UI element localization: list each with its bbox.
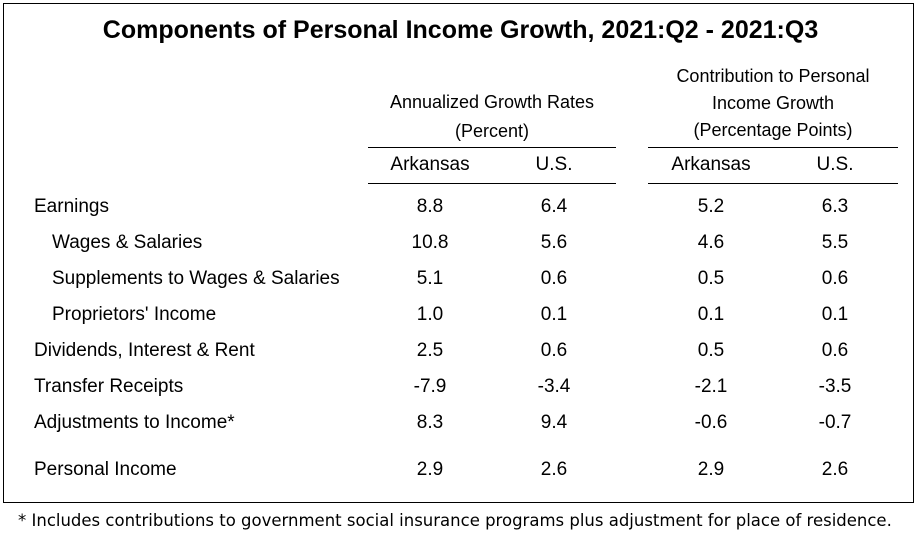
table-cell-value: 2.5 bbox=[416, 340, 444, 361]
table-cell-value: 8.3 bbox=[416, 412, 444, 433]
table-cell-value: 2.9 bbox=[416, 459, 444, 480]
row-label: Adjustments to Income* bbox=[34, 412, 235, 433]
table-cell-value: -3.5 bbox=[818, 376, 852, 397]
column-header-rule bbox=[368, 183, 616, 184]
column-header: U.S. bbox=[816, 154, 854, 175]
table-cell-value: 2.6 bbox=[540, 459, 568, 480]
table-cell-value: -0.7 bbox=[818, 412, 852, 433]
table-cell-value: 0.6 bbox=[821, 268, 849, 289]
column-header: Arkansas bbox=[390, 154, 470, 175]
table-frame bbox=[3, 3, 914, 503]
row-label: Proprietors' Income bbox=[52, 304, 217, 325]
table-cell-value: 5.6 bbox=[540, 232, 568, 253]
column-header-rule bbox=[648, 183, 898, 184]
table-cell-value: -3.4 bbox=[537, 376, 571, 397]
table-cell-value: 0.1 bbox=[821, 304, 849, 325]
table-cell-value: 0.1 bbox=[540, 304, 568, 325]
table-cell-value: 0.1 bbox=[697, 304, 725, 325]
table-cell-value: 6.3 bbox=[821, 196, 849, 217]
group-header-line: Income Growth bbox=[711, 93, 835, 113]
table-cell-value: 2.9 bbox=[697, 459, 725, 480]
table-cell-value: 0.6 bbox=[540, 340, 568, 361]
row-label: Wages & Salaries bbox=[52, 232, 203, 253]
table-cell-value: 5.5 bbox=[821, 232, 849, 253]
group-header-line: Annualized Growth Rates bbox=[389, 92, 595, 112]
group-header-line: (Percentage Points) bbox=[693, 120, 853, 140]
row-label: Dividends, Interest & Rent bbox=[34, 340, 255, 361]
table-cell-value: 1.0 bbox=[416, 304, 444, 325]
group-header-rule bbox=[368, 147, 616, 148]
group-header-line: Contribution to Personal bbox=[676, 66, 870, 86]
table-cell-value: 0.6 bbox=[821, 340, 849, 361]
row-label: Earnings bbox=[34, 196, 109, 217]
table-cell-value: 9.4 bbox=[540, 412, 568, 433]
table-cell-value: 10.8 bbox=[411, 232, 449, 253]
table-cell-value: 5.2 bbox=[697, 196, 725, 217]
group-header-line: (Percent) bbox=[454, 121, 530, 141]
row-label: Supplements to Wages & Salaries bbox=[52, 268, 340, 289]
table-cell-value: 0.6 bbox=[540, 268, 568, 289]
table-cell-value: 0.5 bbox=[697, 340, 725, 361]
column-header: Arkansas bbox=[671, 154, 751, 175]
row-label: Personal Income bbox=[34, 459, 177, 480]
table-cell-value: 0.5 bbox=[697, 268, 725, 289]
column-header: U.S. bbox=[535, 154, 573, 175]
table-cell-value: 4.6 bbox=[697, 232, 725, 253]
table-cell-value: -0.6 bbox=[694, 412, 728, 433]
group-header-rule bbox=[648, 147, 898, 148]
table-cell-value: 5.1 bbox=[416, 268, 444, 289]
table-cell-value: -2.1 bbox=[694, 376, 728, 397]
footnote: * Includes contributions to government s… bbox=[18, 511, 892, 530]
table-cell-value: 6.4 bbox=[540, 196, 568, 217]
table-cell-value: -7.9 bbox=[413, 376, 447, 397]
table-cell-value: 8.8 bbox=[416, 196, 444, 217]
table-title: Components of Personal Income Growth, 20… bbox=[102, 16, 819, 44]
row-label: Transfer Receipts bbox=[34, 376, 184, 397]
table-cell-value: 2.6 bbox=[821, 459, 849, 480]
